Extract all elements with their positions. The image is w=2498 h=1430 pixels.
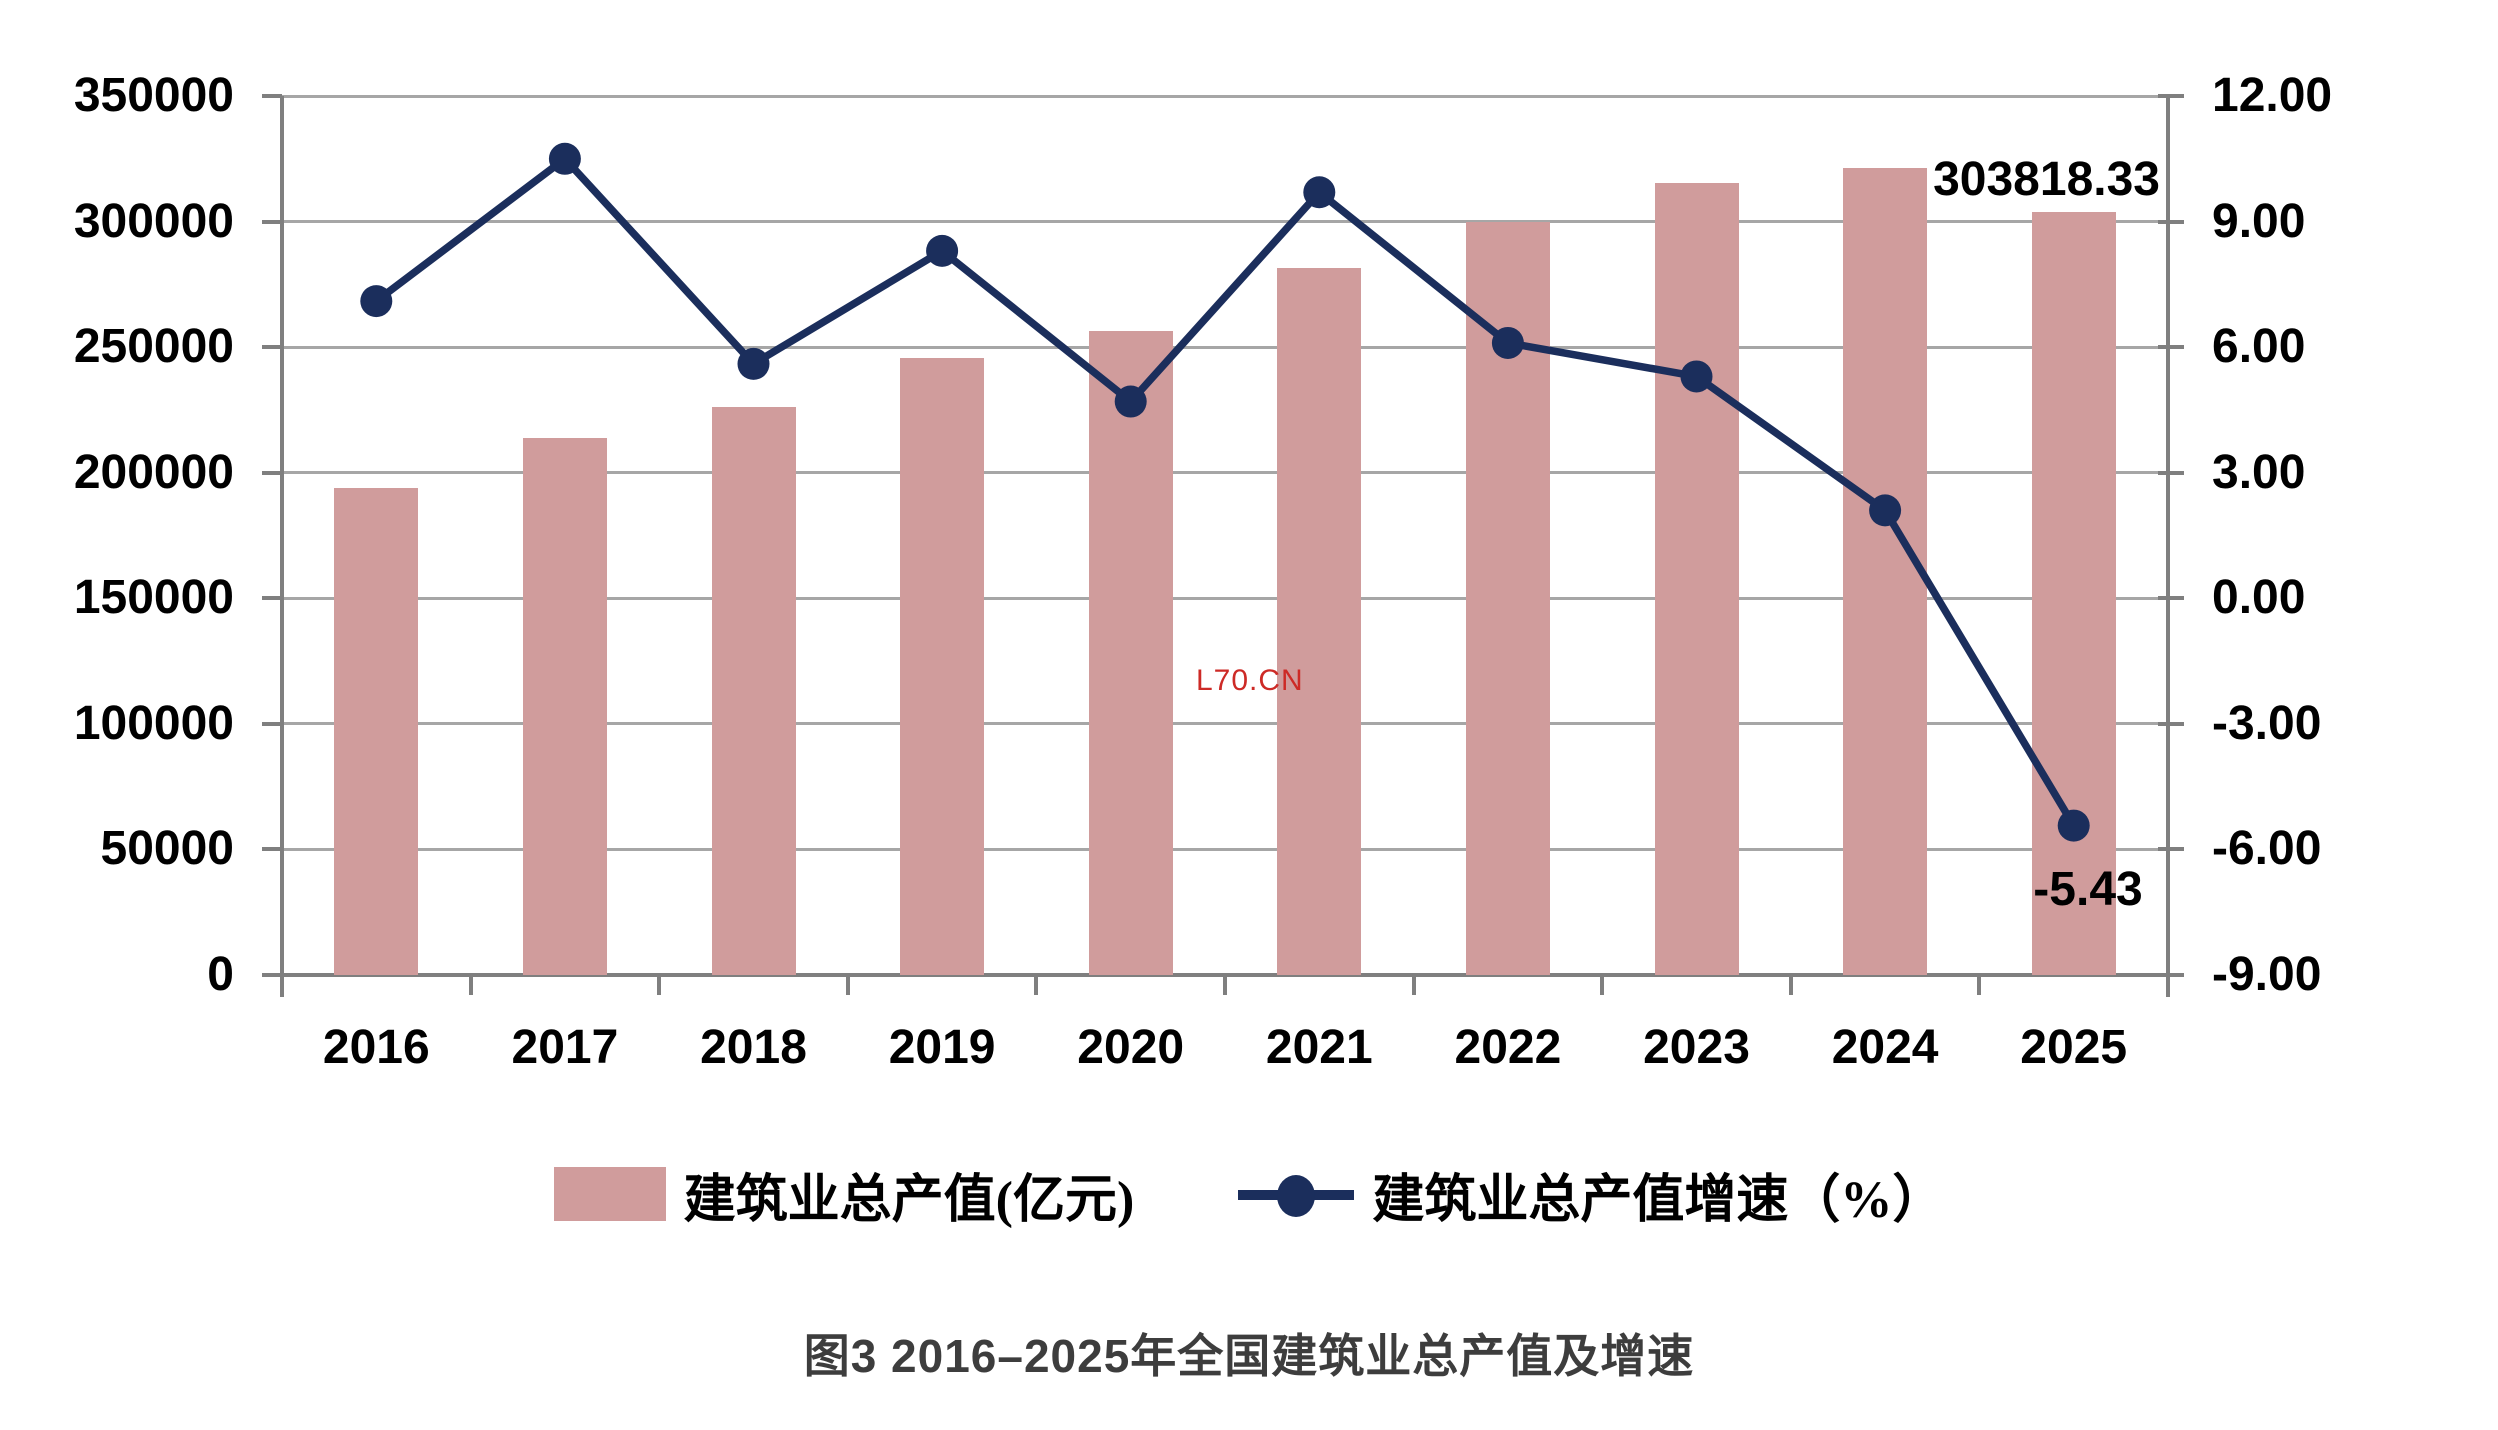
bar-2018 [711, 407, 796, 975]
left-axis-tick-label: 300000 [73, 194, 234, 248]
y-axis-right [2166, 96, 2170, 997]
right-axis-tick [2158, 596, 2184, 601]
right-axis-tick-label: 9.00 [2212, 194, 2306, 248]
left-axis-tick-label: 100000 [73, 696, 234, 750]
bar-2017 [522, 437, 607, 975]
left-axis-tick [262, 721, 282, 726]
right-axis-tick-label: -6.00 [2212, 822, 2322, 876]
line-marker-dot [1277, 1175, 1316, 1217]
right-axis-tick-label: -3.00 [2212, 696, 2322, 750]
left-axis-tick-label: 150000 [73, 571, 234, 625]
x-axis-tick [2166, 975, 2170, 995]
legend-label-growth-rate: 建筑业总产值增速（%） [1372, 1171, 1945, 1229]
x-axis-label-2021: 2021 [1265, 1021, 1373, 1074]
x-axis-tick [468, 975, 473, 995]
x-axis-tick [1977, 975, 1982, 995]
bar-2022 [1465, 221, 1550, 975]
right-axis-tick [2158, 847, 2184, 852]
figure-caption: 图3 2016–2025年全国建筑业总产值及增速 [803, 1330, 1695, 1382]
x-axis-label-2023: 2023 [1643, 1021, 1750, 1074]
watermark-text: L70.CN [1196, 664, 1304, 697]
left-axis-tick [262, 470, 282, 475]
bar-2023 [1654, 182, 1739, 975]
gridline [282, 94, 2168, 98]
bar-2024 [1843, 168, 1928, 975]
right-axis-tick [2158, 345, 2184, 350]
left-axis-tick [262, 219, 282, 224]
x-axis-tick [1223, 975, 1227, 995]
left-axis-tick-label: 250000 [73, 320, 234, 374]
x-axis-label-2025: 2025 [2020, 1021, 2128, 1074]
x-axis-label-2024: 2024 [1831, 1021, 1939, 1074]
right-axis-tick-label: 6.00 [2212, 320, 2306, 374]
line-series-marker-icon [1238, 1167, 1355, 1221]
x-axis-tick [1600, 975, 1605, 995]
right-axis-tick-label: 12.00 [2212, 69, 2333, 122]
legend-label-output-value: 建筑业总产值(亿元) [683, 1171, 1135, 1229]
x-axis-tick [1411, 975, 1416, 995]
bar-2025-data-label: 303818.33 [1933, 153, 2160, 206]
x-axis-tick [1034, 975, 1039, 995]
bar-2021 [1277, 268, 1362, 975]
bar-2020 [1088, 330, 1173, 975]
bar-2016 [334, 487, 419, 975]
x-axis-tick [1788, 975, 1793, 995]
left-axis-tick-label: 0 [207, 948, 234, 1001]
right-axis-tick-label: 3.00 [2212, 445, 2306, 499]
right-axis-tick [2158, 219, 2184, 224]
left-axis-tick [262, 94, 282, 98]
gridline [282, 847, 2168, 851]
x-axis-label-2018: 2018 [700, 1021, 807, 1074]
left-axis-tick-label: 50000 [100, 822, 234, 876]
left-axis-tick [262, 345, 282, 350]
left-axis-tick [262, 847, 282, 852]
left-axis-tick [262, 596, 282, 601]
right-axis-tick [2158, 94, 2184, 98]
x-axis-label-2020: 2020 [1077, 1021, 1185, 1074]
bar-2025 [2031, 211, 2116, 975]
x-axis-label-2017: 2017 [511, 1021, 619, 1074]
legend-item-output-value: 建筑业总产值(亿元) [553, 1157, 1135, 1232]
left-axis-tick-label: 200000 [73, 445, 234, 499]
line-2025-data-label: -5.43 [2033, 863, 2143, 916]
x-axis-tick [280, 975, 284, 995]
right-axis-tick [2158, 721, 2184, 726]
right-axis-tick-label: -9.00 [2212, 948, 2322, 1001]
right-axis-tick-label: 0.00 [2212, 571, 2306, 625]
x-axis-tick [657, 975, 662, 995]
legend-item-growth-rate: 建筑业总产值增速（%） [1238, 1157, 1944, 1232]
bar-series-swatch-icon [553, 1167, 666, 1221]
bar-2019 [900, 358, 985, 975]
legend: 建筑业总产值(亿元) 建筑业总产值增速（%） [0, 1146, 2498, 1242]
left-axis-tick-label: 350000 [73, 69, 234, 122]
x-axis-label-2022: 2022 [1454, 1021, 1562, 1074]
x-axis-label-2016: 2016 [322, 1021, 430, 1074]
right-axis-tick [2158, 470, 2184, 475]
x-axis-tick [845, 975, 850, 995]
y-axis-left [280, 96, 284, 997]
x-axis-label-2019: 2019 [888, 1021, 996, 1074]
